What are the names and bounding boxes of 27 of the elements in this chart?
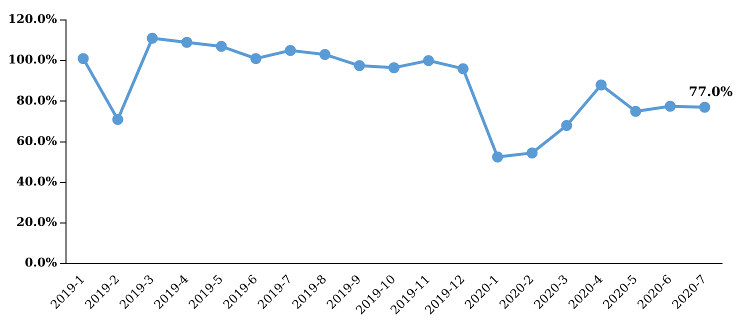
point [284, 44, 296, 56]
point [181, 36, 192, 48]
point [423, 55, 434, 66]
point [699, 102, 710, 113]
point [561, 120, 572, 132]
point [458, 63, 469, 74]
y-tick-label: 60.0% [16, 134, 58, 148]
y-tick-label: 0.0% [24, 256, 58, 270]
point [664, 100, 676, 112]
y-tick-label: 80.0% [16, 93, 58, 108]
point [526, 147, 538, 158]
y-tick-label: 120.0% [8, 12, 58, 26]
point [319, 49, 330, 60]
point [388, 62, 400, 74]
point [354, 60, 365, 72]
point [250, 53, 262, 64]
point [596, 79, 607, 90]
point [78, 53, 89, 64]
point [492, 152, 504, 162]
point [146, 32, 158, 44]
point [216, 40, 227, 52]
y-tick-label: 100.0% [8, 52, 58, 67]
y-tick-label: 40.0% [16, 174, 58, 188]
data-label: 77.0% [688, 85, 734, 100]
point [112, 114, 124, 125]
point [630, 106, 642, 117]
y-tick-label: 20.0% [16, 215, 58, 230]
